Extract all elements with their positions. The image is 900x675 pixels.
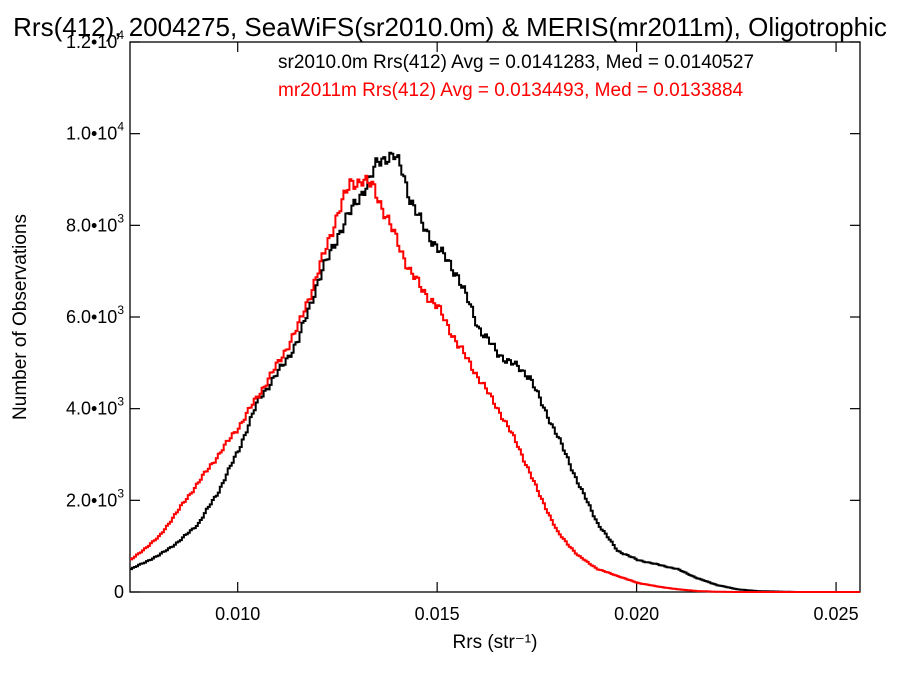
x-axis-label: Rrs (str⁻¹) — [453, 632, 538, 653]
y-axis-label: Number of Observations — [10, 214, 31, 420]
plot-frame — [129, 41, 861, 593]
y-tick-mantissa: 0 — [114, 582, 124, 602]
y-tick-label: 4.0•103 — [66, 395, 124, 419]
y-tick-mantissa: 1.0•10 — [66, 124, 117, 144]
y-tick-exponent: 3 — [117, 303, 124, 317]
y-axis: 02.0•1034.0•1036.0•1038.0•1031.0•1041.2•… — [66, 28, 860, 602]
chart-title: Rrs(412), 2004275, SeaWiFS(sr2010.0m) & … — [13, 12, 887, 42]
x-axis: 0.010 0.015 0.020 0.025 — [215, 42, 859, 624]
y-tick-mantissa: 1.2•10 — [66, 32, 117, 52]
x-tick-label: 0.025 — [814, 604, 859, 624]
legend-entry-sr2010: sr2010.0m Rrs(412) Avg = 0.0141283, Med … — [278, 52, 754, 73]
y-tick-exponent: 3 — [117, 395, 124, 409]
y-tick-label: 6.0•103 — [66, 303, 124, 327]
y-tick-exponent: 4 — [117, 28, 124, 42]
y-tick-label: 1.0•104 — [66, 120, 124, 144]
y-tick-label: 0 — [114, 582, 124, 602]
legend-entry-mr2011: mr2011m Rrs(412) Avg = 0.0134493, Med = … — [278, 80, 744, 101]
y-tick-exponent: 3 — [117, 211, 124, 225]
y-tick-mantissa: 8.0•10 — [66, 215, 117, 235]
x-tick-label: 0.015 — [415, 604, 460, 624]
y-tick-exponent: 4 — [117, 120, 124, 134]
x-tick-label: 0.020 — [614, 604, 659, 624]
x-tick-label: 0.010 — [215, 604, 260, 624]
y-tick-mantissa: 6.0•10 — [66, 307, 117, 327]
series-line-mr2011m — [130, 174, 860, 593]
y-tick-label: 1.2•104 — [66, 28, 124, 52]
y-tick-label: 8.0•103 — [66, 211, 124, 235]
y-tick-mantissa: 4.0•10 — [66, 399, 117, 419]
y-tick-mantissa: 2.0•10 — [66, 490, 117, 510]
series-layer — [130, 151, 860, 593]
series-line-sr2010.0m — [130, 151, 860, 593]
y-tick-label: 2.0•103 — [66, 486, 124, 510]
y-tick-exponent: 3 — [117, 486, 124, 500]
